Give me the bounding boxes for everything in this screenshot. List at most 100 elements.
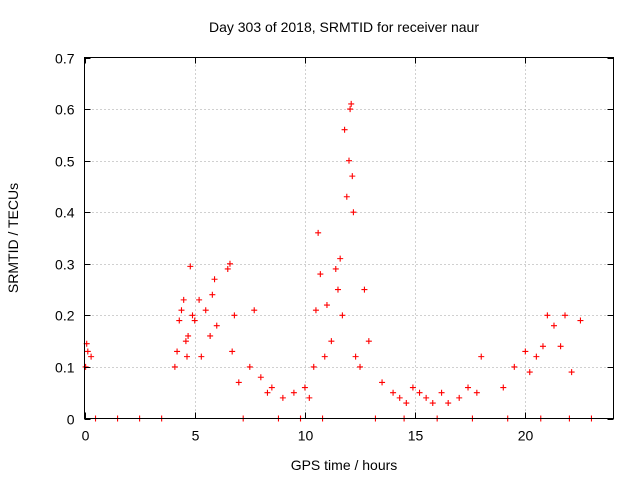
data-point [196,296,203,303]
data-point [347,106,354,113]
data-point [290,389,297,396]
data-point [577,317,584,324]
data-point [334,286,341,293]
data-point [343,193,350,200]
y-tick-label: 0.7 [55,51,75,67]
data-point [312,307,319,314]
data-point [350,209,357,216]
data-point [317,271,324,278]
data-point [213,322,220,329]
data-point [301,384,308,391]
data-point [379,379,386,386]
x-tick-label: 10 [298,428,314,444]
data-point [183,353,190,360]
data-point [396,394,403,401]
data-point [409,384,416,391]
data-point [365,338,372,345]
x-tick-label: 15 [408,428,424,444]
data-point [348,100,355,107]
y-tick-label: 0.5 [55,154,75,170]
data-point [500,384,507,391]
axis-ticks [84,57,614,420]
data-point [533,353,540,360]
data-point [332,265,339,272]
x-tick-labels: 0 5 10 15 20 [82,428,534,444]
y-tick-label: 0.2 [55,308,75,324]
data-point [189,312,196,319]
y-tick-labels: 0 0.1 0.2 0.3 0.4 0.5 0.6 0.7 [55,51,75,428]
data-point [279,394,286,401]
data-point [246,363,253,370]
y-tick-label: 0 [67,412,75,428]
data-point [229,348,236,355]
data-point [557,343,564,350]
data-point [522,348,529,355]
data-point [390,389,397,396]
x-tick-label: 0 [82,428,90,444]
data-point [174,348,181,355]
data-point [226,260,233,267]
data-point [438,389,445,396]
data-point [202,307,209,314]
data-point [465,384,472,391]
data-point [562,312,569,319]
data-point [224,265,231,272]
data-point [456,394,463,401]
data-point [207,332,214,339]
data-point [268,384,275,391]
data-point [539,343,546,350]
data-point [198,353,205,360]
data-point [341,126,348,133]
data-point [187,263,194,270]
data-point [191,317,198,324]
data-point [357,363,364,370]
data-point [349,173,356,180]
data-point [346,157,352,164]
y-tick-label: 0.4 [55,205,75,221]
data-point [544,312,551,319]
data-point [473,389,480,396]
data-points [82,100,595,422]
y-tick-label: 0.6 [55,102,75,118]
data-point [323,302,330,309]
data-point [176,317,183,324]
data-point [337,255,344,262]
data-point [403,400,410,407]
data-point [310,363,317,370]
data-point [306,394,313,401]
y-axis-label: SRMTID / TECUs [5,183,21,293]
data-point [171,363,178,370]
data-point [321,353,328,360]
y-tick-label: 0.1 [55,360,75,376]
data-point [178,307,185,314]
data-point [82,363,89,370]
data-point [550,322,557,329]
data-point [231,312,238,319]
grid-layer [84,57,614,419]
data-point [328,338,335,345]
data-point [361,286,368,293]
data-point [429,400,436,407]
data-point [445,400,452,407]
chart-title: Day 303 of 2018, SRMTID for receiver nau… [209,19,479,35]
data-point [416,389,423,396]
data-point [251,307,258,314]
data-point [423,394,430,401]
data-point [511,363,518,370]
data-point [526,369,533,376]
data-point [568,369,575,376]
x-tick-label: 5 [192,428,200,444]
data-point [339,312,346,319]
data-point [211,276,218,283]
data-point [352,353,359,360]
x-tick-label: 20 [518,428,534,444]
data-point [88,353,95,360]
plot-frame [84,57,614,419]
data-point [257,374,264,381]
data-point [180,296,187,303]
data-point [264,389,271,396]
data-point [84,348,91,355]
data-point [478,353,485,360]
y-tick-label: 0.3 [55,257,75,273]
